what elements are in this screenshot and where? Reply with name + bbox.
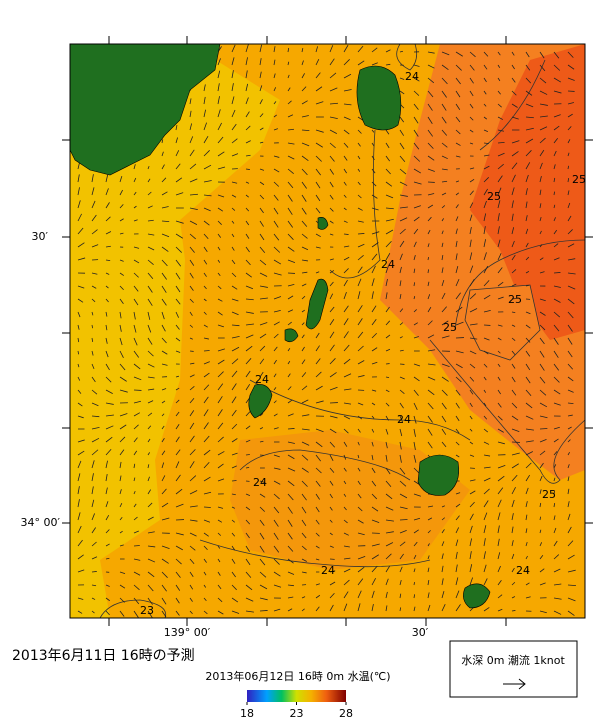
- contour-label: 24: [516, 564, 530, 577]
- colorbar-tick-label: 18: [240, 707, 254, 720]
- lon-label: 30′: [412, 626, 429, 639]
- contour-label: 24: [405, 70, 419, 83]
- legend-box: [450, 641, 577, 697]
- colorbar: [247, 690, 346, 702]
- contour-label: 24: [397, 413, 411, 426]
- lat-label: 34° 00′: [21, 516, 61, 529]
- contour-label: 24: [321, 564, 335, 577]
- colorbar-ticks: 18 23 28: [240, 702, 353, 720]
- colorbar-tick-label: 28: [339, 707, 353, 720]
- arrow: [344, 234, 349, 235]
- contour-label: 24: [381, 258, 395, 271]
- contour-label: 25: [572, 173, 586, 186]
- map-area: 24 25 25 24 25 25 24 24 24 25 24 24 23: [70, 44, 586, 618]
- contour-label: 25: [542, 488, 556, 501]
- lat-label: 30′: [32, 230, 49, 243]
- arrow: [232, 480, 237, 481]
- arrow: [260, 610, 268, 611]
- contour-label: 25: [487, 190, 501, 203]
- legend-text: 水深 0m 潮流 1knot: [461, 653, 565, 667]
- contour-label: 23: [140, 604, 154, 617]
- arrow: [400, 519, 408, 520]
- arrow: [92, 571, 97, 572]
- colorbar-tick-label: 23: [290, 707, 304, 720]
- contour-label: 25: [508, 293, 522, 306]
- arrow: [554, 272, 560, 273]
- arrow: [204, 350, 210, 351]
- caption: 2013年6月11日 16時の予測: [12, 648, 195, 664]
- arrow: [512, 610, 515, 611]
- contour-label: 24: [255, 373, 269, 386]
- contour-label: 24: [253, 476, 267, 489]
- arrow: [540, 428, 547, 429]
- lon-label: 139° 00′: [164, 626, 211, 639]
- contour-label: 25: [443, 321, 457, 334]
- colorbar-title: 2013年06月12日 16時 0m 水温(℃): [205, 669, 390, 683]
